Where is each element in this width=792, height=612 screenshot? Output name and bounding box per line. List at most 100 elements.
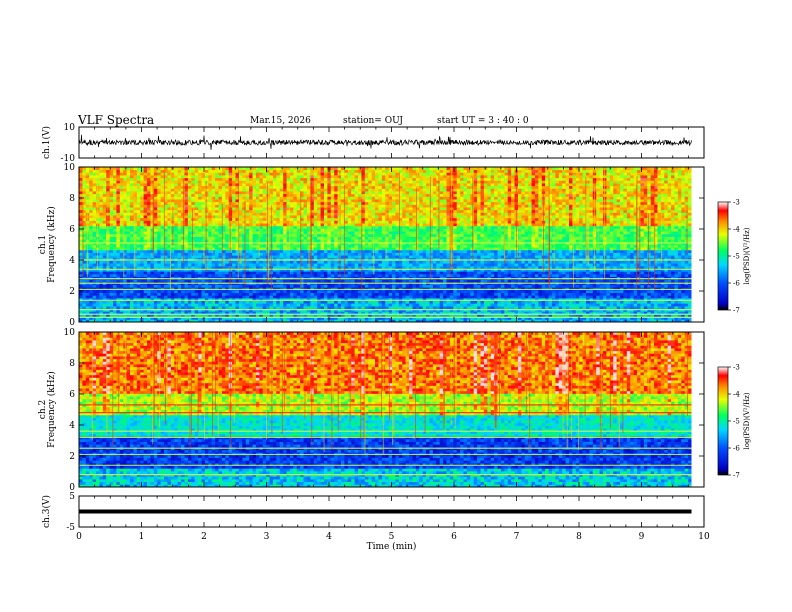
spectrogram-cell xyxy=(130,231,134,235)
spectrogram-cell xyxy=(358,300,362,304)
spectrogram-cell xyxy=(310,287,315,291)
spectrogram-cell xyxy=(327,207,332,211)
spectrogram-cell xyxy=(85,167,90,171)
spectrogram-cell xyxy=(286,303,291,307)
spectrogram-cell xyxy=(361,185,366,189)
spectrogram-cell xyxy=(181,316,185,320)
spectrogram-cell xyxy=(286,225,291,229)
spectrogram-cell xyxy=(150,180,155,184)
spectrogram-cell xyxy=(174,217,179,221)
spectrogram-cell xyxy=(102,175,107,179)
spectrogram-cell xyxy=(252,201,257,205)
spectrogram-cell xyxy=(242,305,247,310)
spectrogram-cell xyxy=(347,284,352,288)
spectrogram-cell xyxy=(82,297,87,302)
spectrogram-cell xyxy=(313,204,318,208)
spectrogram-cell xyxy=(201,228,206,232)
spectrogram-cell xyxy=(177,185,182,189)
spectrogram-cell xyxy=(266,305,270,310)
spectrogram-cell xyxy=(266,311,270,315)
spectrogram-cell xyxy=(232,263,236,267)
spectrogram-cell xyxy=(293,175,298,179)
spectrogram-cell xyxy=(198,279,202,283)
spectrogram-cell xyxy=(242,319,247,323)
spectrogram-cell xyxy=(358,244,362,248)
spectrogram-cell xyxy=(320,303,325,307)
spectrogram-cell xyxy=(218,249,223,253)
spectrogram-cell xyxy=(123,185,128,189)
spectrogram-cell xyxy=(181,223,185,227)
spectrogram-cell xyxy=(218,239,223,243)
spectrogram-cell xyxy=(242,212,247,216)
spectrogram-cell xyxy=(289,300,294,304)
spectrogram-cell xyxy=(344,257,349,261)
spectrogram-cell xyxy=(262,249,267,253)
spectrogram-cell xyxy=(228,172,233,176)
spectrogram-cell xyxy=(92,199,97,203)
spectrogram-cell xyxy=(266,177,270,181)
spectrogram-cell xyxy=(296,271,301,275)
spectrogram-cell xyxy=(303,209,308,213)
spectrogram-cell xyxy=(89,305,94,310)
spectrogram-cell xyxy=(211,223,216,227)
spectrogram-cell xyxy=(201,303,206,307)
spectrogram-cell xyxy=(92,263,97,267)
spectrogram-cell xyxy=(228,255,233,259)
spectrogram-cell xyxy=(167,292,172,296)
spectrogram-cell xyxy=(109,268,114,272)
spectrogram-cell xyxy=(330,297,335,302)
spectrogram-cell xyxy=(123,268,128,272)
spectrogram-cell xyxy=(177,303,182,307)
spectrogram-cell xyxy=(351,279,356,283)
spectrogram-cell xyxy=(249,199,253,203)
spectrogram-cell xyxy=(238,167,243,171)
spectrogram-cell xyxy=(194,287,199,291)
spectrogram-cell xyxy=(160,271,165,275)
spectrogram-cell xyxy=(245,193,250,197)
spectrogram-cell xyxy=(187,217,192,221)
spectrogram-cell xyxy=(245,311,250,315)
spectrogram-cell xyxy=(116,305,121,310)
spectrogram-cell xyxy=(334,212,339,216)
spectrogram-cell xyxy=(238,265,243,269)
spectrogram-cell xyxy=(181,273,185,277)
spectrogram-cell xyxy=(330,207,335,211)
spectrogram-cell xyxy=(204,177,209,181)
spectrogram-cell xyxy=(167,303,172,307)
spectrogram-cell xyxy=(126,236,131,240)
spectrogram-cell xyxy=(92,297,97,302)
spectrogram-cell xyxy=(92,260,97,264)
spectrogram-cell xyxy=(289,268,294,272)
spectrogram-cell xyxy=(249,212,253,216)
spectrogram-cell xyxy=(126,220,131,224)
spectrogram-cell xyxy=(364,313,369,318)
spectrogram-cell xyxy=(99,271,104,275)
spectrogram-cell xyxy=(113,225,117,229)
spectrogram-cell xyxy=(242,289,247,293)
spectrogram-cell xyxy=(116,273,121,277)
spectrogram-cell xyxy=(177,300,182,304)
spectrogram-cell xyxy=(245,313,250,318)
spectrogram-cell xyxy=(330,292,335,296)
spectrogram-cell xyxy=(136,305,141,310)
spectrogram-cell xyxy=(198,169,202,173)
spectrogram-cell xyxy=(181,252,185,256)
spectrogram-cell xyxy=(232,223,236,227)
spectrogram-cell xyxy=(276,289,281,293)
spectrogram-cell xyxy=(320,207,325,211)
spectrogram-cell xyxy=(249,209,253,213)
spectrogram-cell xyxy=(215,257,219,261)
spectrogram-cell xyxy=(208,303,213,307)
spectrogram-cell xyxy=(170,196,175,200)
spectrogram-cell xyxy=(126,188,131,192)
spectrogram-cell xyxy=(130,175,134,179)
spectrogram-cell xyxy=(266,167,270,171)
spectrogram-cell xyxy=(170,295,175,299)
spectrogram-cell xyxy=(303,273,308,277)
spectrogram-cell xyxy=(272,231,277,235)
spectrogram-cell xyxy=(286,172,291,176)
spectrogram-cell xyxy=(303,247,308,251)
spectrogram-cell xyxy=(337,305,342,310)
spectrogram-cell xyxy=(157,289,162,293)
spectrogram-cell xyxy=(130,185,134,189)
